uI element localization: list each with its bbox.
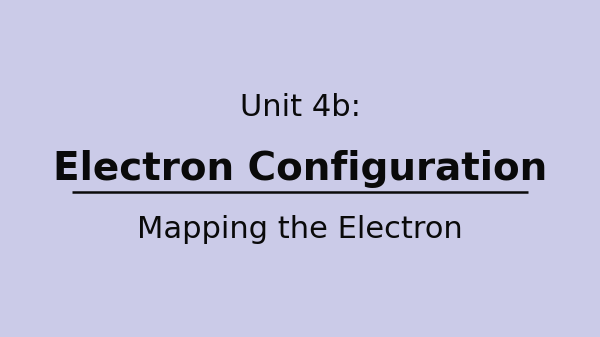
Text: Electron Configuration: Electron Configuration — [53, 150, 547, 187]
Text: Mapping the Electron: Mapping the Electron — [137, 215, 463, 244]
Text: Unit 4b:: Unit 4b: — [239, 93, 361, 122]
